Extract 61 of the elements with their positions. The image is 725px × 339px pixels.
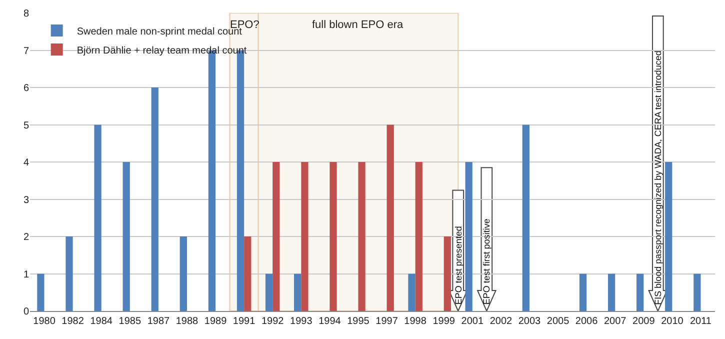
x-tick-label: 1998 <box>404 316 427 327</box>
y-tick-label: 2 <box>23 232 30 243</box>
ref-line-label: EPO test first positive <box>482 218 492 305</box>
x-tick-label: 1999 <box>432 316 456 327</box>
x-tick-label: 2001 <box>461 316 484 327</box>
bar <box>265 274 273 311</box>
bar <box>636 274 644 311</box>
x-tick-label: 1980 <box>33 316 56 327</box>
y-tick-label: 3 <box>23 194 30 206</box>
bar <box>37 274 44 311</box>
x-tick-label: 1984 <box>90 316 113 327</box>
ref-line-label: EPO test presented <box>454 226 464 305</box>
x-tick-label: 1988 <box>176 316 199 327</box>
bar <box>415 162 422 311</box>
x-tick-label: 2002 <box>490 316 512 327</box>
x-tick-label: 2007 <box>604 316 627 327</box>
y-tick-label: 0 <box>23 306 30 318</box>
x-tick-label: 1994 <box>318 316 342 327</box>
y-tick-label: 1 <box>23 269 30 280</box>
bar <box>608 274 616 311</box>
bar <box>386 124 394 311</box>
y-tick-label: 7 <box>23 46 30 57</box>
bar <box>94 124 102 311</box>
bar <box>694 274 701 311</box>
x-tick-label: 1992 <box>261 316 284 327</box>
y-tick-label: 4 <box>23 158 30 168</box>
bar <box>151 88 158 311</box>
x-tick-label: 2006 <box>575 316 598 327</box>
x-tick-label: 1987 <box>147 316 170 327</box>
x-tick-label: 2003 <box>518 316 542 327</box>
bar <box>665 162 672 311</box>
x-tick-label: 2011 <box>690 316 712 327</box>
y-tick-label: 6 <box>23 83 30 94</box>
bar <box>122 162 130 311</box>
x-tick-label: 1993 <box>290 316 313 327</box>
bar <box>272 162 280 311</box>
x-tick-label: 1995 <box>347 316 370 327</box>
bar <box>444 236 451 311</box>
bar <box>522 124 530 311</box>
bar <box>408 274 416 311</box>
x-tick-label: 1997 <box>376 316 398 327</box>
bar <box>244 236 252 311</box>
bar <box>301 162 308 311</box>
x-tick-label: 1991 <box>232 316 256 327</box>
x-tick-label: 2010 <box>661 316 684 327</box>
bar <box>66 236 73 311</box>
bar <box>180 236 187 311</box>
x-tick-label: 1985 <box>118 316 142 327</box>
x-tick-label: 1982 <box>62 316 84 327</box>
band-label: full blown EPO era <box>312 19 404 31</box>
y-tick-label: 8 <box>23 8 30 20</box>
bar <box>294 274 302 311</box>
bar <box>330 162 337 311</box>
x-tick-label: 2005 <box>546 316 570 327</box>
legend-label: Björn Dählie + relay team medal count <box>76 45 247 56</box>
bar <box>358 162 366 311</box>
y-tick-label: 5 <box>23 120 30 132</box>
x-tick-label: 1989 <box>204 316 228 327</box>
ref-line-label: FIS blood passport recognized by WADA, CERA test introduced <box>652 50 663 305</box>
bar <box>579 274 587 311</box>
x-tick-label: 2009 <box>632 316 656 327</box>
